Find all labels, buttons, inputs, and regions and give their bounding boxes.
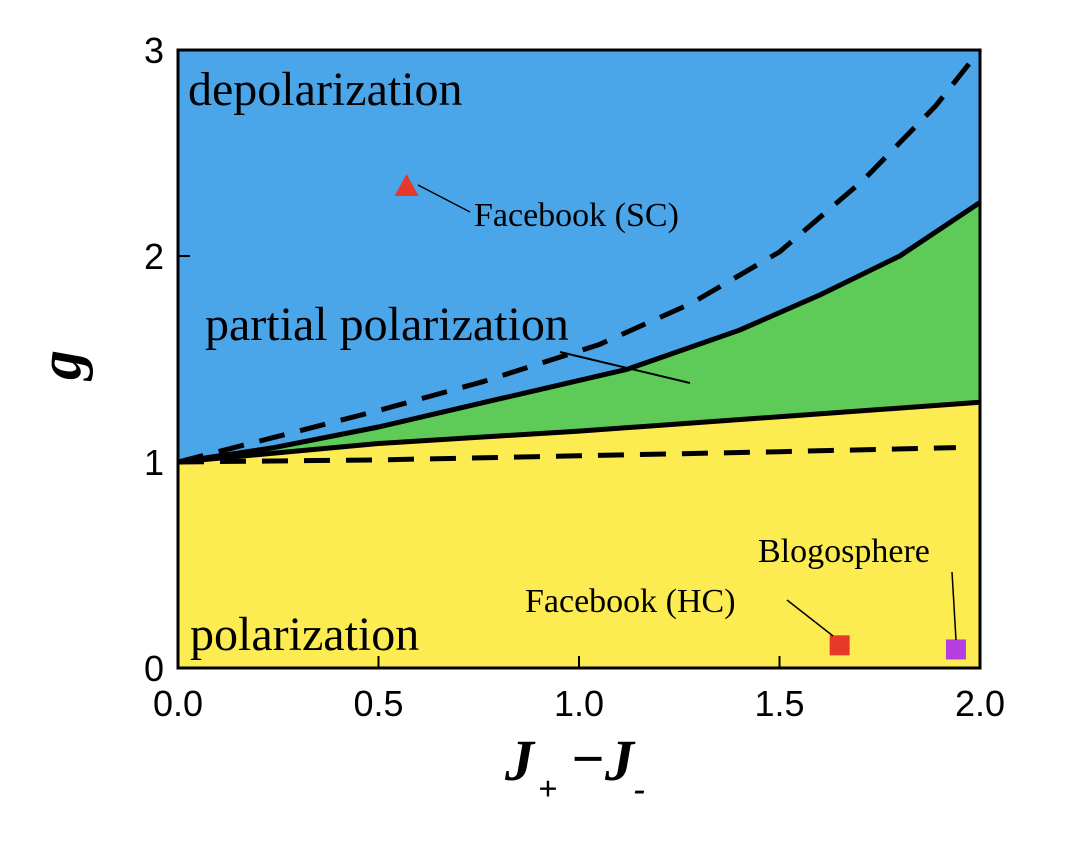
x-label-minus: −: [570, 726, 605, 791]
region-label-partial-polarization: partial polarization: [205, 298, 569, 351]
marker-facebook-sc: [394, 173, 419, 196]
marker-blogosphere: [945, 639, 966, 660]
lower-dashed-boundary: [177, 445, 956, 465]
marker-facebook-hc: [829, 635, 850, 656]
facebook-hc-pointer: [786, 599, 834, 637]
x-label-sub-plus: +: [538, 771, 557, 808]
x-tick-label: 0.0: [153, 683, 203, 724]
y-tick-label: 3: [144, 30, 164, 71]
x-label-j1: J: [504, 728, 536, 793]
region-partial-polarization: [178, 202, 980, 462]
upper-dashed-boundary: [177, 48, 982, 465]
x-label-j2: J: [604, 728, 636, 793]
y-axis-label: g: [27, 350, 93, 382]
x-tick-label: 2.0: [955, 683, 1005, 724]
region-label-depolarization: depolarization: [188, 63, 463, 116]
lower-solid-boundary: [177, 399, 981, 465]
point-label-facebook-sc: Facebook (SC): [474, 197, 679, 234]
partial-polarization-pointer: [559, 351, 691, 384]
x-axis-label: J + − J -: [504, 726, 645, 808]
facebook-sc-pointer: [417, 184, 471, 213]
y-tick-label: 2: [144, 236, 164, 277]
region-polarization: [178, 402, 980, 668]
x-tick-label: 1.0: [554, 683, 604, 724]
point-label-blogosphere: Blogosphere: [758, 533, 930, 570]
y-tick-label: 0: [144, 648, 164, 689]
y-tick-label: 1: [144, 442, 164, 483]
x-tick-label: 0.5: [353, 683, 403, 724]
x-label-sub-minus: -: [634, 771, 645, 808]
blogosphere-pointer: [951, 571, 957, 641]
x-tick-label: 1.5: [754, 683, 804, 724]
upper-solid-boundary: [177, 200, 982, 465]
region-label-polarization: polarization: [190, 608, 419, 661]
point-label-facebook-hc: Facebook (HC): [525, 583, 736, 620]
